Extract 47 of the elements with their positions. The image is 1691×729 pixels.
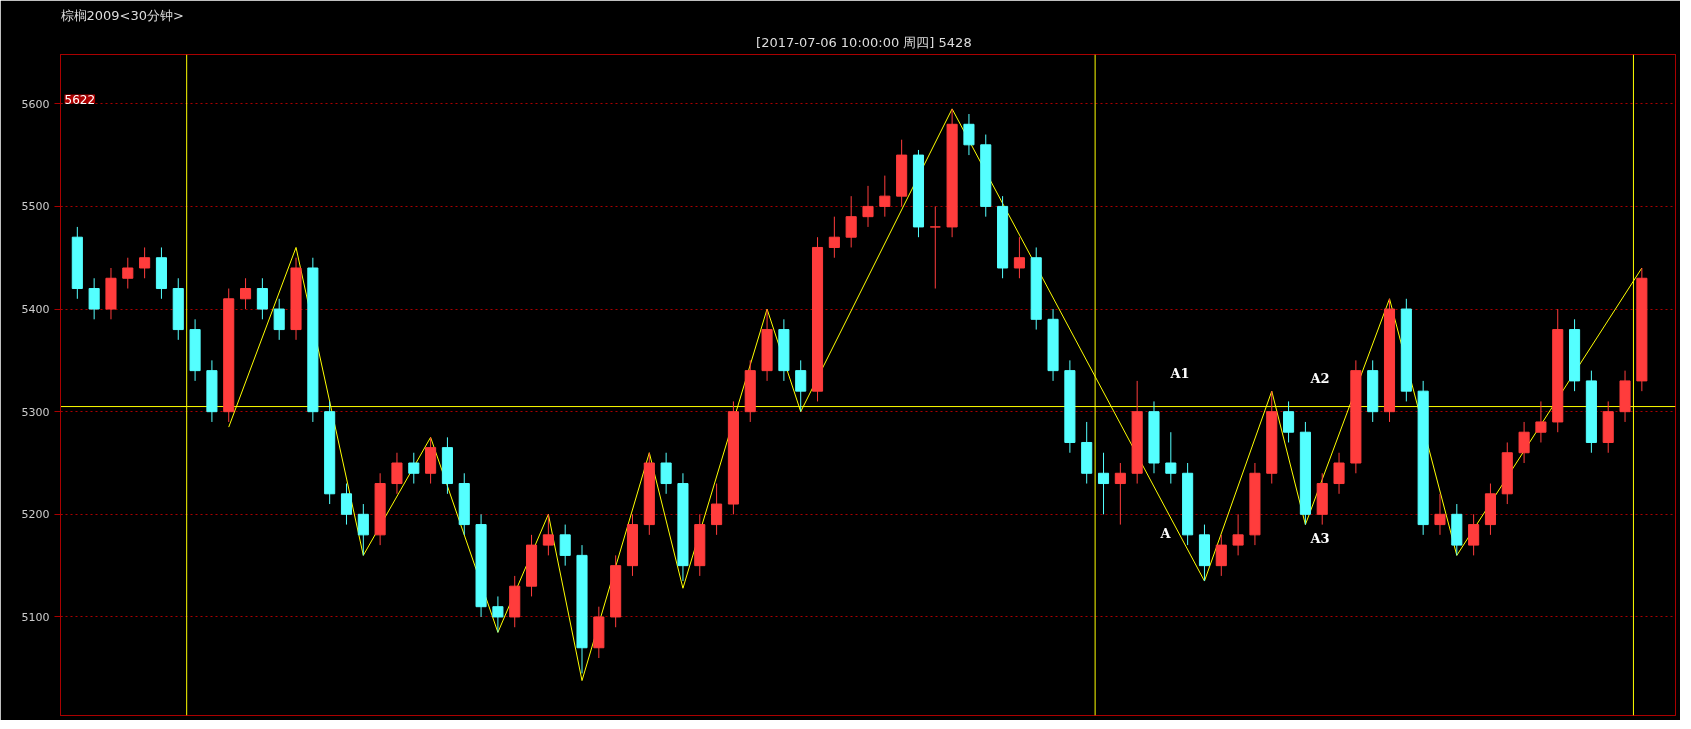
candlestick [256, 277, 268, 320]
y-tick-label: 5400 [21, 303, 50, 317]
candlestick [1215, 534, 1227, 577]
annotation: 5622 [64, 92, 96, 107]
annotation: A2 [1309, 370, 1330, 386]
y-tick-label: 5300 [21, 405, 50, 419]
candlestick [929, 205, 941, 290]
candlestick [492, 595, 504, 633]
candlestick [963, 113, 975, 156]
candlestick [340, 483, 353, 526]
candlestick [542, 513, 554, 556]
y-tick-label: 5200 [21, 508, 50, 522]
annotation: A1 [1169, 365, 1190, 381]
candlestick [828, 216, 840, 259]
candlestick [1232, 513, 1244, 556]
candlestick [240, 277, 252, 310]
y-tick-label: 5600 [21, 97, 50, 111]
candlestick [408, 452, 420, 485]
candlestick [711, 483, 723, 536]
candlestick [1013, 236, 1025, 279]
candlestick [139, 246, 151, 279]
candlestick [862, 185, 874, 228]
chart-title: 棕榈2009<30分钟> [60, 7, 184, 23]
y-tick-label: 5100 [21, 610, 50, 624]
candlestick [1333, 452, 1345, 495]
candlestick [1283, 400, 1295, 443]
candlestick [1468, 513, 1480, 556]
chart-subtitle: [2017-07-06 10:00:00 周四] 5428 [756, 34, 972, 50]
candlestick [1434, 493, 1446, 536]
candlestick [1535, 400, 1547, 443]
candlestick [1114, 462, 1126, 526]
candlestick [88, 277, 100, 320]
candlestick [1165, 431, 1177, 485]
candlestick [1518, 421, 1530, 464]
candlestick [273, 298, 285, 341]
candlestick [357, 503, 369, 556]
candlestick [559, 524, 571, 567]
candlestick [391, 452, 403, 495]
candlestick [879, 175, 891, 218]
annotation: A [1159, 525, 1172, 541]
candlestick [845, 195, 857, 248]
candlestick [660, 452, 672, 495]
annotation: A3 [1309, 530, 1330, 546]
candlestick [795, 359, 807, 413]
candlestick [122, 257, 134, 290]
y-tick-label: 5500 [21, 200, 50, 214]
candlestick [1097, 452, 1110, 515]
